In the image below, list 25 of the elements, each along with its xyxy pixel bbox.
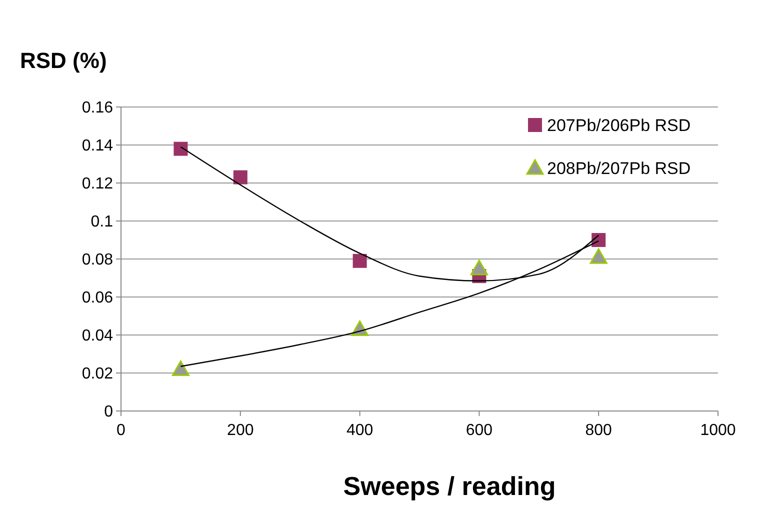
point — [470, 260, 488, 276]
legend-label: 208Pb/207Pb RSD — [547, 158, 691, 178]
x-axis-title: Sweeps / reading — [343, 471, 556, 501]
x-tick-label: 800 — [585, 422, 612, 439]
x-tick-label: 0 — [116, 422, 126, 439]
y-tick-label: 0.14 — [82, 138, 114, 155]
y-tick-label: 0 — [104, 404, 114, 421]
x-tick-label: 600 — [466, 422, 493, 439]
y-tick-label: 0.06 — [82, 290, 114, 307]
x-tick-label: 1000 — [700, 422, 736, 439]
y-axis-title: RSD (%) — [20, 48, 107, 73]
y-tick-label: 0.08 — [82, 252, 114, 269]
y-tick-label: 0.12 — [82, 176, 114, 193]
point — [233, 170, 248, 184]
y-tick-label: 0.04 — [82, 328, 114, 345]
point — [172, 360, 190, 376]
point — [174, 142, 188, 156]
x-tick-label: 400 — [346, 422, 374, 439]
y-tick-label: 0.16 — [82, 100, 114, 117]
legend-label: 207Pb/206Pb RSD — [547, 116, 691, 135]
y-tick-label: 0.02 — [82, 366, 114, 383]
x-tick-label: 200 — [227, 422, 254, 439]
point — [590, 248, 608, 264]
y-tick-label: 0.1 — [90, 214, 114, 231]
point — [352, 254, 367, 268]
